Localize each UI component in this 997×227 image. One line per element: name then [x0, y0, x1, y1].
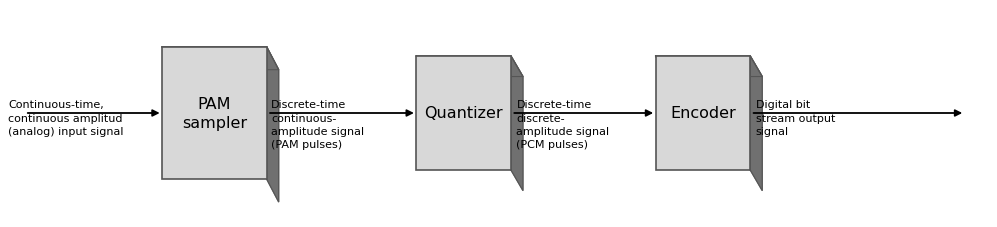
Polygon shape: [750, 57, 762, 191]
Text: Encoder: Encoder: [670, 106, 736, 121]
Text: Quantizer: Quantizer: [425, 106, 502, 121]
Text: Continuous-time,
continuous amplitud
(analog) input signal: Continuous-time, continuous amplitud (an…: [8, 100, 124, 136]
Text: PAM
sampler: PAM sampler: [181, 96, 247, 131]
Text: Discrete-time
continuous-
amplitude signal
(PAM pulses): Discrete-time continuous- amplitude sign…: [271, 100, 364, 149]
Polygon shape: [511, 57, 523, 191]
Polygon shape: [417, 57, 523, 77]
Text: Discrete-time
discrete-
amplitude signal
(PCM pulses): Discrete-time discrete- amplitude signal…: [516, 100, 609, 149]
Polygon shape: [162, 48, 278, 70]
Polygon shape: [655, 57, 762, 77]
Text: Digital bit
stream output
signal: Digital bit stream output signal: [756, 100, 835, 136]
Bar: [162, 48, 267, 179]
Bar: [655, 57, 750, 170]
Polygon shape: [267, 48, 278, 202]
Bar: [417, 57, 510, 170]
